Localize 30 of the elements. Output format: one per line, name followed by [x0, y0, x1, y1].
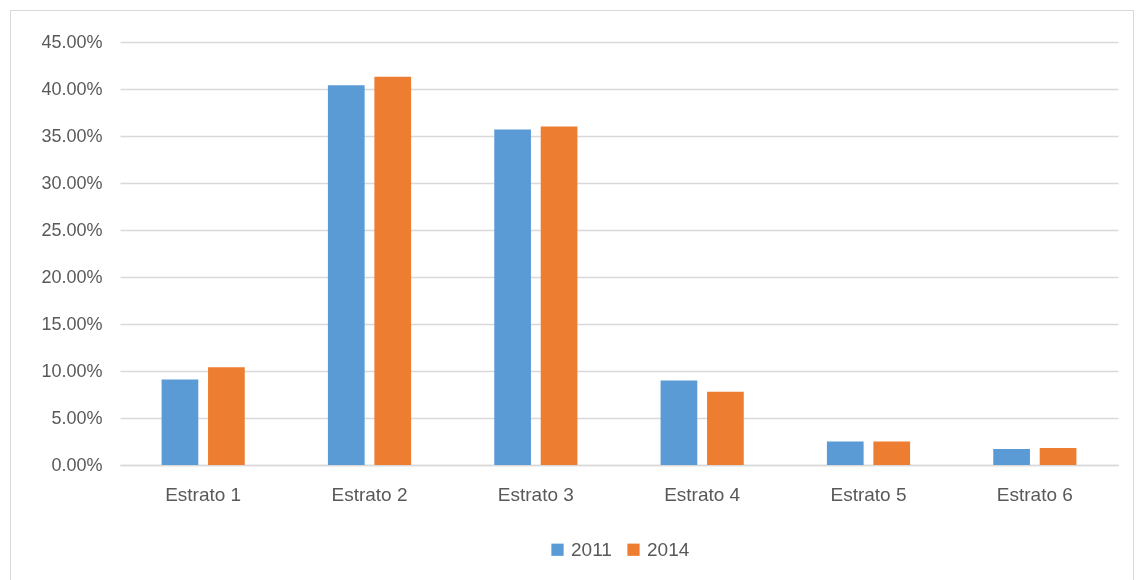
x-tick-label: Estrato 2 — [331, 483, 408, 505]
y-tick-label: 35.00% — [41, 125, 103, 146]
y-tick-label: 5.00% — [51, 407, 103, 428]
bar — [161, 379, 199, 465]
legend-label: 2011 — [571, 538, 612, 560]
bar — [707, 391, 744, 465]
y-tick-label: 25.00% — [41, 219, 103, 240]
x-tick-label: Estrato 5 — [830, 483, 907, 505]
bar — [660, 380, 698, 465]
bar — [208, 367, 245, 465]
y-tick-label: 40.00% — [41, 78, 103, 99]
x-tick-label: Estrato 4 — [664, 483, 741, 505]
bar — [873, 441, 911, 465]
bar — [540, 126, 578, 465]
y-tick-label: 15.00% — [41, 313, 103, 334]
y-tick-label: 10.00% — [41, 360, 103, 381]
bar — [494, 129, 531, 465]
x-tick-label: Estrato 1 — [165, 483, 242, 505]
y-tick-label: 0.00% — [51, 454, 103, 475]
legend-label: 2014 — [647, 538, 690, 560]
x-tick-label: Estrato 3 — [497, 483, 574, 505]
y-tick-label: 20.00% — [41, 266, 103, 287]
bar — [374, 76, 412, 465]
y-tick-label: 30.00% — [41, 172, 103, 193]
bar — [993, 449, 1030, 465]
y-tick-label: 45.00% — [41, 31, 103, 52]
x-tick-label: Estrato 6 — [996, 483, 1073, 505]
bar — [327, 85, 365, 465]
bar — [1039, 448, 1077, 465]
bar — [826, 441, 864, 465]
